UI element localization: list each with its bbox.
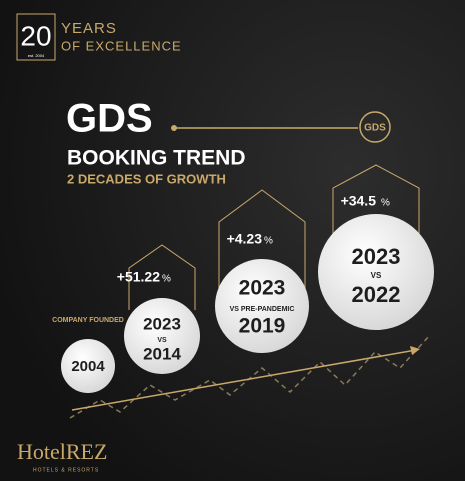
gds-icon — [359, 111, 391, 143]
line1: 2023 — [143, 314, 181, 333]
tagline: 2 DECADES OF GROWTH — [67, 171, 226, 186]
circle — [318, 214, 434, 330]
gds-icon-text: GDS — [364, 123, 386, 134]
line1: 2023 — [239, 277, 286, 300]
line3: 2014 — [143, 344, 181, 363]
frame — [218, 189, 306, 290]
arrow-head — [410, 346, 420, 355]
frame — [128, 244, 196, 310]
growth: +4.23 — [227, 231, 263, 247]
line3: 2019 — [239, 315, 286, 338]
growth: +34.5 — [341, 193, 377, 209]
badge-line: OF EXCELLENCE — [61, 38, 182, 53]
brand: HotelREZ — [17, 439, 107, 464]
line2: VS — [371, 271, 382, 280]
circle — [124, 298, 200, 374]
badge-number: 20 — [20, 20, 51, 51]
growth: +51.22 — [117, 269, 160, 285]
trend-dash — [69, 334, 431, 419]
line2: VS PRE-PANDEMIC — [230, 306, 295, 313]
growth-unit: % — [264, 236, 273, 247]
brand-tagline: HOTELS & RESORTS — [33, 467, 99, 473]
circle — [215, 259, 309, 353]
subtitle: BOOKING TREND — [67, 147, 246, 170]
badge-line: YEARS — [61, 20, 117, 37]
line3: 2022 — [352, 282, 401, 307]
badge-frame — [16, 13, 56, 61]
circle — [61, 339, 115, 393]
growth-unit: % — [381, 198, 390, 209]
line2: VS — [157, 337, 167, 344]
year: 2004 — [71, 358, 105, 375]
frame — [332, 164, 420, 240]
trend-arrow — [71, 349, 417, 411]
caption: COMPANY FOUNDED — [52, 317, 124, 324]
line1: 2023 — [352, 244, 401, 269]
title: GDS — [66, 97, 153, 141]
growth-unit: % — [162, 274, 171, 285]
badge-est: est. 2004 — [28, 53, 45, 58]
